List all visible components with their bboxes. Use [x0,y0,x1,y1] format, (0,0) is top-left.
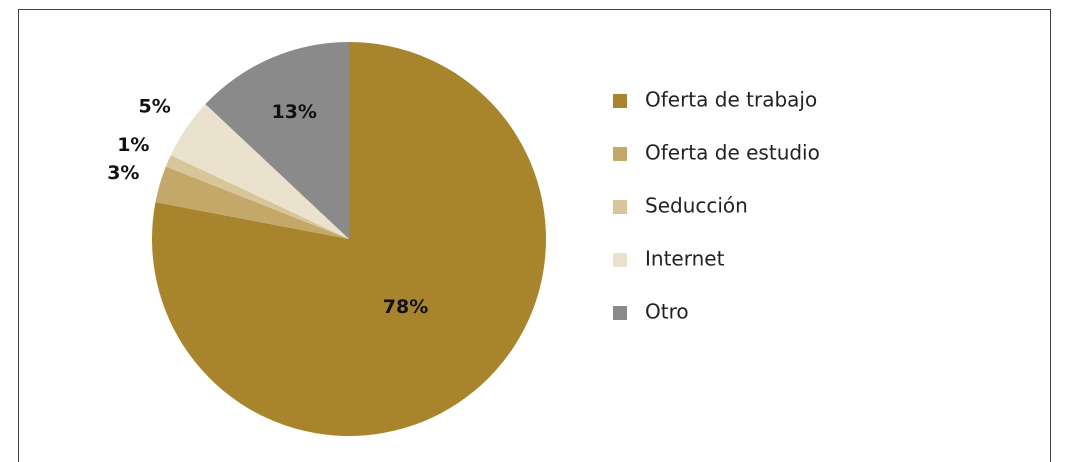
data-label: 1% [117,134,149,156]
data-label: 78% [383,296,428,318]
legend-swatch [613,306,627,320]
data-label: 3% [107,162,139,184]
legend-swatch [613,200,627,214]
data-label: 5% [139,95,171,117]
legend-label: Oferta de estudio [645,141,820,165]
pie-slice [205,41,349,239]
data-label: 13% [271,101,316,123]
pie-slice [155,166,349,239]
pie-slice [170,104,349,239]
frame [18,9,1051,462]
legend-swatch [613,253,627,267]
pie-slice [165,155,349,239]
legend-label: Seducción [645,194,748,218]
legend-swatch [613,94,627,108]
legend-label: Oferta de trabajo [645,88,817,112]
legend-label: Internet [645,247,725,271]
legend-swatch [613,147,627,161]
legend-label: Otro [645,300,689,324]
